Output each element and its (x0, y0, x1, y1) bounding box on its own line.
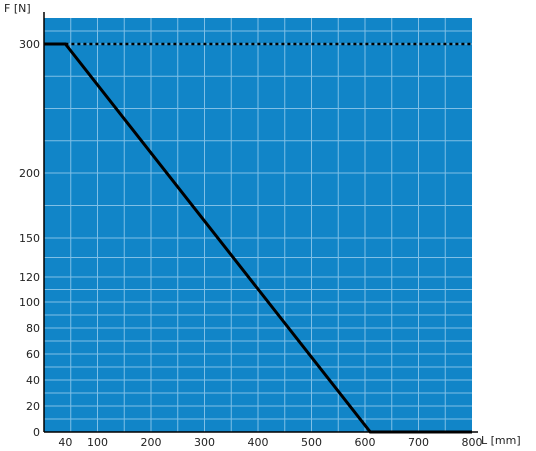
x-tick-label: 700 (408, 436, 429, 449)
y-tick-label: 200 (19, 167, 40, 180)
y-tick-label: 300 (19, 38, 40, 51)
x-tick-label: 600 (355, 436, 376, 449)
x-tick-label: 400 (248, 436, 269, 449)
x-tick-label: 500 (301, 436, 322, 449)
y-tick-label: 120 (19, 271, 40, 284)
y-tick-label: 0 (33, 426, 40, 439)
x-tick-label: 100 (87, 436, 108, 449)
y-tick-label: 80 (26, 322, 40, 335)
y-tick-label: 40 (26, 374, 40, 387)
y-tick-label: 20 (26, 400, 40, 413)
y-tick-label: 60 (26, 348, 40, 361)
y-tick-label: 150 (19, 232, 40, 245)
x-tick-label: 800 (462, 436, 483, 449)
x-tick-label: 40 (58, 436, 72, 449)
x-axis-label: L [mm] (481, 434, 521, 447)
y-tick-label: 100 (19, 296, 40, 309)
x-tick-label: 300 (194, 436, 215, 449)
tick-labels: 40 100 200 300 400 500 600 700 800 0 20 40 60 80 100 12… (19, 38, 483, 449)
x-tick-label: 200 (141, 436, 162, 449)
axes (43, 12, 478, 433)
grid (44, 18, 472, 432)
y-axis-label: F [N] (4, 2, 31, 15)
